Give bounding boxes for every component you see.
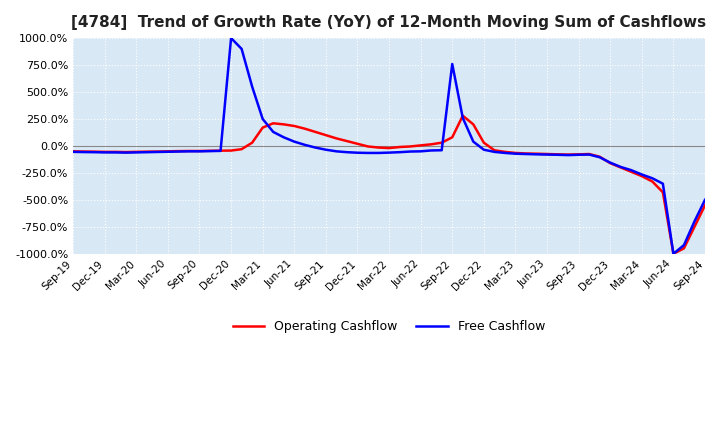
Free Cashflow [669, 251, 678, 257]
Line: Free Cashflow: Free Cashflow [73, 38, 705, 254]
Operating Cashflow [701, 202, 709, 208]
Line: Operating Cashflow: Operating Cashflow [73, 116, 705, 254]
Title: [4784]  Trend of Growth Rate (YoY) of 12-Month Moving Sum of Cashflows: [4784] Trend of Growth Rate (YoY) of 12-… [71, 15, 706, 30]
Free Cashflow [69, 149, 78, 154]
Operating Cashflow [448, 135, 456, 140]
Operating Cashflow [669, 251, 678, 257]
Free Cashflow [701, 197, 709, 202]
Free Cashflow [227, 36, 235, 41]
Free Cashflow [459, 115, 467, 121]
Operating Cashflow [290, 123, 299, 128]
Free Cashflow [195, 149, 204, 154]
Free Cashflow [216, 148, 225, 154]
Operating Cashflow [195, 148, 204, 154]
Free Cashflow [416, 149, 425, 154]
Operating Cashflow [406, 144, 415, 149]
Operating Cashflow [216, 148, 225, 153]
Free Cashflow [300, 142, 309, 147]
Legend: Operating Cashflow, Free Cashflow: Operating Cashflow, Free Cashflow [228, 315, 550, 338]
Free Cashflow [627, 168, 636, 173]
Operating Cashflow [459, 113, 467, 118]
Operating Cashflow [69, 149, 78, 154]
Operating Cashflow [627, 169, 636, 174]
